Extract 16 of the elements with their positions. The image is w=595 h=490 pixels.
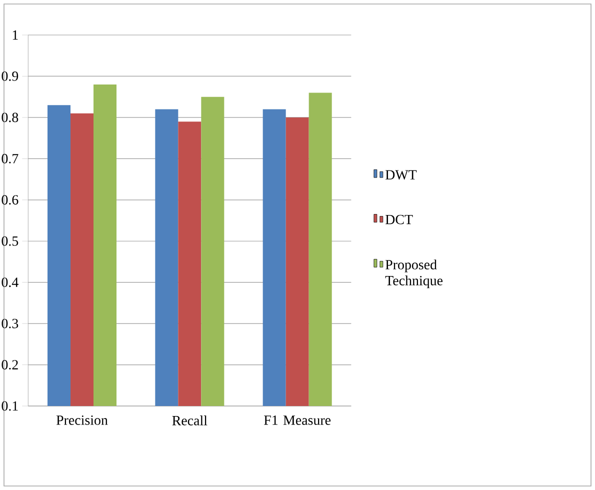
y-tick-label: 0.7	[2, 154, 18, 164]
x-tick-label: Precision	[56, 416, 108, 425]
y-tick-label: 0.6	[2, 195, 18, 205]
y-tick-label: 0.5	[2, 236, 18, 246]
y-tick-label: 1	[12, 30, 18, 40]
x-tick-label: F1 Measure	[264, 416, 331, 425]
legend-label: DCT	[386, 214, 413, 224]
y-tick-label: 0.9	[2, 71, 18, 81]
y-tick-label: 0.4	[2, 278, 18, 288]
x-tick-label: Recall	[172, 416, 208, 426]
y-tick-label: 0.3	[2, 318, 18, 328]
y-tick-label: 0.1	[2, 401, 18, 411]
y-tick-label: 0.2	[2, 360, 18, 370]
legend-label: Proposed Technique	[385, 260, 443, 288]
y-tick-label: 0.8	[2, 112, 18, 122]
legend-label: DWT	[386, 170, 417, 180]
